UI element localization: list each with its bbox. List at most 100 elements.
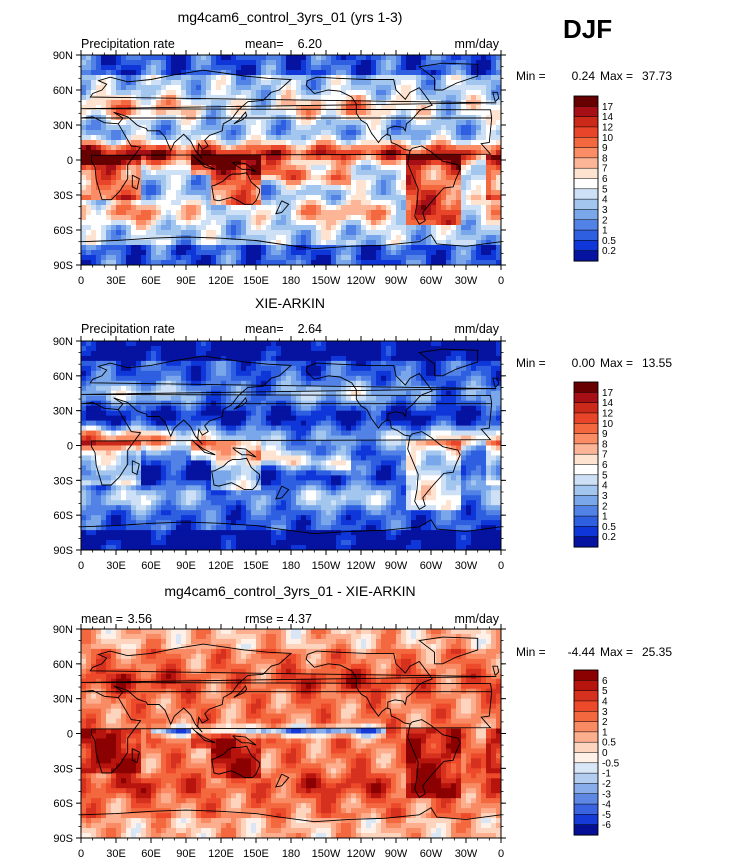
field-cell xyxy=(91,170,97,176)
field-cell xyxy=(96,120,102,126)
field-cell xyxy=(386,75,392,81)
field-cell xyxy=(366,130,372,136)
field-cell xyxy=(411,215,417,221)
field-cell xyxy=(216,160,222,166)
field-cell xyxy=(391,245,397,251)
field-cell xyxy=(106,395,112,402)
field-cell xyxy=(411,260,417,265)
field-cell xyxy=(231,365,237,372)
field-cell xyxy=(116,130,122,136)
field-cell xyxy=(156,200,162,206)
field-cell xyxy=(291,75,297,81)
field-cell xyxy=(371,365,377,372)
field-cell xyxy=(441,405,447,412)
field-cell xyxy=(256,120,262,126)
field-cell xyxy=(276,155,282,161)
field-cell xyxy=(411,100,417,106)
field-cell xyxy=(86,405,92,412)
field-cell xyxy=(276,65,282,71)
field-cell xyxy=(361,125,367,131)
field-cell xyxy=(341,390,347,397)
field-cell xyxy=(81,65,87,71)
field-cell xyxy=(446,80,452,86)
field-cell xyxy=(466,240,472,246)
field-cell xyxy=(346,235,352,241)
field-cell xyxy=(146,210,152,216)
field-cell xyxy=(441,215,447,221)
field-cell xyxy=(161,405,167,412)
field-cell xyxy=(416,175,422,181)
field-cell xyxy=(91,100,97,106)
field-cell xyxy=(96,75,102,81)
field-cell xyxy=(481,145,487,151)
field-cell xyxy=(461,230,467,236)
field-cell xyxy=(411,80,417,86)
field-cell xyxy=(211,60,217,66)
field-cell xyxy=(421,200,427,206)
field-cell xyxy=(81,200,87,206)
field-cell xyxy=(186,75,192,81)
field-cell xyxy=(456,165,462,171)
field-cell xyxy=(311,210,317,216)
field-cell xyxy=(311,130,317,136)
field-cell xyxy=(241,220,247,226)
field-cell xyxy=(176,105,182,111)
field-cell xyxy=(301,55,307,61)
field-cell xyxy=(261,65,267,71)
field-cell xyxy=(391,80,397,86)
field-cell xyxy=(461,195,467,201)
field-cell xyxy=(141,220,147,226)
field-cell xyxy=(406,245,412,251)
field-cell xyxy=(371,360,377,367)
field-cell xyxy=(321,405,327,412)
field-cell xyxy=(271,95,277,101)
field-cell xyxy=(236,220,242,226)
field-cell xyxy=(471,90,477,96)
field-cell xyxy=(91,235,97,241)
field-cell xyxy=(471,75,477,81)
field-cell xyxy=(491,395,497,402)
field-cell xyxy=(311,225,317,231)
field-cell xyxy=(461,395,467,402)
field-cell xyxy=(206,225,212,231)
field-cell xyxy=(91,205,97,211)
field-cell xyxy=(346,260,352,265)
field-cell xyxy=(196,190,202,196)
field-cell xyxy=(411,70,417,76)
field-cell xyxy=(421,250,427,256)
field-cell xyxy=(331,365,337,372)
field-cell xyxy=(346,55,352,61)
field-cell xyxy=(91,245,97,251)
field-cell xyxy=(416,260,422,265)
field-cell xyxy=(356,210,362,216)
field-cell xyxy=(466,215,472,221)
field-cell xyxy=(326,165,332,171)
field-cell xyxy=(291,145,297,151)
field-cell xyxy=(431,350,437,357)
field-cell xyxy=(271,170,277,176)
field-cell xyxy=(341,110,347,116)
y-tick-label: 60N xyxy=(53,85,73,97)
field-cell xyxy=(411,140,417,146)
field-cell xyxy=(286,245,292,251)
field-cell xyxy=(336,240,342,246)
field-cell xyxy=(271,250,277,256)
field-cell xyxy=(146,410,152,417)
field-cell xyxy=(126,100,132,106)
field-cell xyxy=(261,105,267,111)
field-cell xyxy=(256,345,262,352)
field-cell xyxy=(291,110,297,116)
field-cell xyxy=(211,180,217,186)
field-cell xyxy=(456,385,462,392)
field-cell xyxy=(391,135,397,141)
field-cell xyxy=(151,250,157,256)
field-cell xyxy=(261,85,267,91)
field-cell xyxy=(461,175,467,181)
field-cell xyxy=(246,195,252,201)
field-cell xyxy=(151,205,157,211)
field-cell xyxy=(351,120,357,126)
field-cell xyxy=(376,245,382,251)
field-cell xyxy=(181,250,187,256)
field-cell xyxy=(316,350,322,357)
